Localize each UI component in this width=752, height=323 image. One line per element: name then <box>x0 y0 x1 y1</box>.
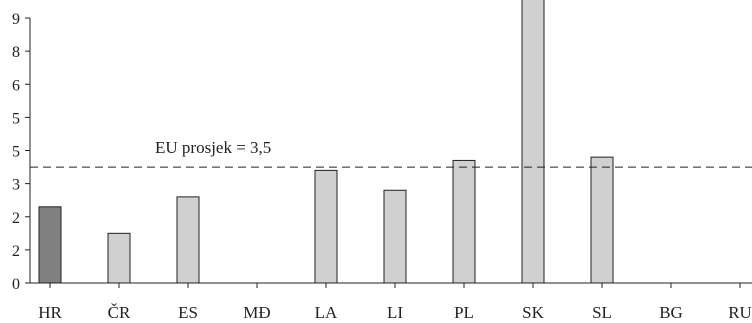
y-tick-label: 5 <box>12 144 20 161</box>
bar-hr <box>38 206 62 284</box>
bar-čr <box>107 232 131 284</box>
y-tick-label: 9 <box>12 11 20 28</box>
y-tick-label: 8 <box>12 44 20 61</box>
x-tick-label: LA <box>315 303 338 322</box>
x-tick-label: PL <box>454 303 474 322</box>
bar-li <box>383 189 407 284</box>
bar-es <box>176 196 200 284</box>
x-tick-label: SK <box>522 303 544 322</box>
bar-sl <box>590 156 614 284</box>
y-tick-label: 6 <box>12 77 20 94</box>
x-tick-label: ČR <box>108 303 131 322</box>
y-tick-label: 2 <box>12 243 20 260</box>
bar-la <box>314 169 338 284</box>
x-tick-label: HR <box>38 303 62 322</box>
bar-sk <box>521 0 545 284</box>
bars <box>38 0 614 284</box>
bar-pl <box>452 159 476 284</box>
x-tick-label: LI <box>387 303 403 322</box>
y-tick-label: 5 <box>12 110 20 127</box>
x-axis: HR ČR ES MĐ LA LI PL SK SL BG RU <box>30 282 752 322</box>
x-tick-label: SL <box>592 303 612 322</box>
x-tick-label: MĐ <box>243 303 270 322</box>
x-tick-label: BG <box>659 303 683 322</box>
eu-average-label: EU prosjek = 3,5 <box>155 138 271 157</box>
x-tick-label: ES <box>178 303 198 322</box>
y-tick-label: 0 <box>12 276 20 293</box>
y-tick-label: 2 <box>12 210 20 227</box>
y-tick-label: 3 <box>12 177 20 194</box>
y-axis: 0 2 2 3 5 5 6 8 9 <box>12 11 31 293</box>
x-tick-label: RU <box>728 303 752 322</box>
